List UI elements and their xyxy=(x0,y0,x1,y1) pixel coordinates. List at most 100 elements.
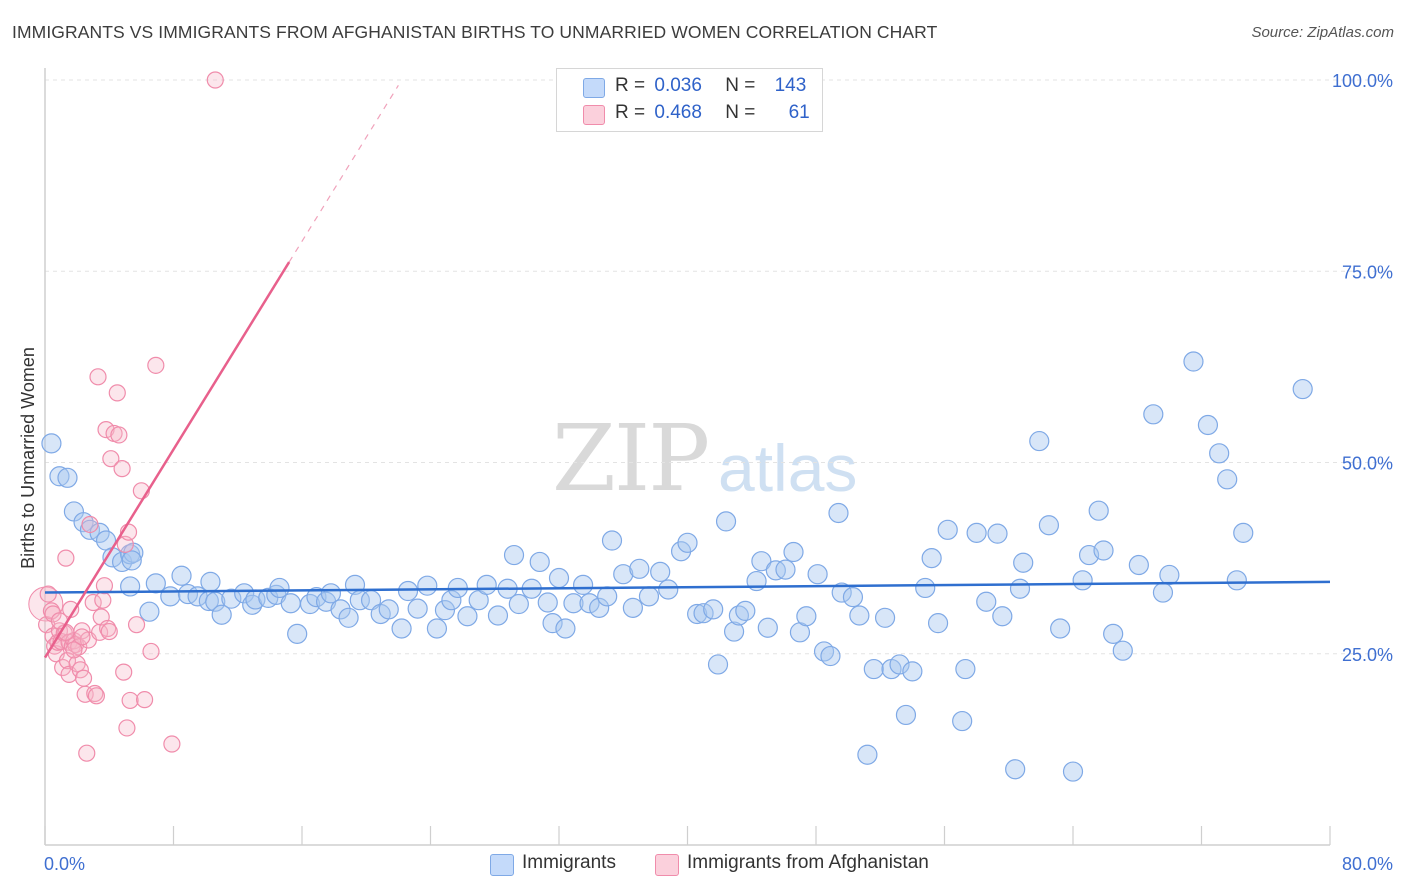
immigrants-point xyxy=(863,658,884,680)
immigrants-point xyxy=(1197,414,1219,436)
immigrants-point xyxy=(378,599,399,620)
immigrants-point xyxy=(796,606,817,627)
afghanistan-point xyxy=(65,641,83,659)
immigrants-point xyxy=(1183,351,1204,372)
immigrants-point xyxy=(658,579,679,600)
immigrants-point xyxy=(1050,618,1071,639)
afghanistan-point xyxy=(57,549,75,567)
immigrants-point xyxy=(121,550,142,571)
immigrants-point xyxy=(139,601,160,622)
immigrants-point xyxy=(537,592,558,613)
immigrants-point xyxy=(597,586,618,607)
immigrants-point xyxy=(1143,404,1164,425)
source-label: Source: ZipAtlas.com xyxy=(1251,24,1394,41)
legend-r-value: 0.036 xyxy=(654,75,702,96)
chart-title: IMMIGRANTS VS IMMIGRANTS FROM AFGHANISTA… xyxy=(12,22,938,42)
x-tick-label: 80.0% xyxy=(1342,854,1393,874)
immigrants-point xyxy=(1038,515,1060,536)
immigrants-point xyxy=(1093,540,1114,561)
afghanistan-point xyxy=(89,368,107,386)
immigrants-point xyxy=(589,597,610,618)
afghanistan-point xyxy=(102,450,120,468)
immigrants-point xyxy=(269,577,290,599)
immigrants-point xyxy=(677,532,698,553)
afghanistan-point xyxy=(121,691,139,710)
immigrants-point xyxy=(751,551,772,572)
afghanistan-point xyxy=(113,460,131,478)
bottom-legend-swatch-immigrants xyxy=(490,854,514,876)
immigrants-point xyxy=(857,744,878,765)
immigrants-point xyxy=(849,605,870,626)
legend-row-afghanistan: R = 0.468 N = 61 xyxy=(615,102,810,124)
afghanistan-points xyxy=(28,71,224,762)
afghanistan-point xyxy=(39,585,57,603)
immigrants-point xyxy=(41,433,62,454)
y-axis-title: Births to Unmarried Women xyxy=(18,347,38,569)
immigrants-point xyxy=(572,574,594,596)
afghanistan-point xyxy=(100,622,118,641)
legend-r-label: R = xyxy=(615,102,646,123)
axis-labels: 25.0% 50.0% 75.0% 100.0% 0.0% 80.0% Births to … xyxy=(18,71,1393,874)
afghanistan-point xyxy=(163,735,181,753)
immigrants-point xyxy=(889,654,910,675)
immigrants-point xyxy=(955,658,976,680)
immigrants-point xyxy=(921,548,942,569)
immigrants-point xyxy=(441,590,462,611)
immigrants-point xyxy=(529,551,550,573)
immigrants-point xyxy=(613,564,634,585)
immigrants-point xyxy=(715,511,737,532)
immigrants-point xyxy=(707,654,729,675)
immigrants-point xyxy=(601,530,623,551)
afghanistan-point xyxy=(95,577,114,595)
legend-n-value: 61 xyxy=(788,102,810,123)
watermark-atlas: atlas xyxy=(718,431,858,505)
immigrants-point xyxy=(200,571,221,592)
afghanistan-point xyxy=(94,591,112,609)
immigrants-point xyxy=(234,583,255,604)
legend-r-label: R = xyxy=(615,75,646,96)
immigrants-point xyxy=(952,710,973,732)
immigrants-point xyxy=(211,604,232,625)
immigrants-point xyxy=(902,661,923,682)
immigrants-point xyxy=(555,618,576,639)
afghanistan-point xyxy=(142,642,160,661)
immigrants-point xyxy=(638,586,660,607)
afghanistan-point xyxy=(147,356,165,374)
immigrants-point xyxy=(895,704,917,726)
immigrants-point xyxy=(807,564,828,585)
immigrants-point xyxy=(287,623,308,644)
immigrants-point xyxy=(160,586,181,607)
immigrants-point xyxy=(426,618,448,639)
bottom-legend-swatch-afghanistan xyxy=(655,854,679,876)
immigrants-point xyxy=(1209,443,1230,464)
immigrants-point xyxy=(735,600,756,622)
immigrants-point xyxy=(966,522,987,543)
y-tick-label: 25.0% xyxy=(1342,645,1393,665)
legend-r-value: 0.468 xyxy=(654,102,702,123)
immigrants-point xyxy=(397,580,419,602)
legend-row-immigrants: R = 0.036 N = 143 xyxy=(615,75,806,97)
immigrants-point xyxy=(687,603,708,625)
immigrants-point xyxy=(1005,759,1026,780)
legend-swatch-afghanistan xyxy=(583,105,605,125)
immigrants-point xyxy=(757,617,778,638)
afghanistan-point xyxy=(115,663,133,681)
immigrants-point xyxy=(976,591,997,612)
immigrants-point xyxy=(992,606,1013,627)
afghanistan-point xyxy=(135,691,154,709)
immigrants-point xyxy=(820,645,841,667)
afghanistan-point xyxy=(206,71,224,89)
immigrants-point xyxy=(1072,570,1093,591)
immigrants-point xyxy=(1009,578,1031,599)
immigrants-point xyxy=(391,618,412,639)
afghanistan-point xyxy=(97,421,115,439)
x-tick-label: 0.0% xyxy=(44,854,85,874)
afghanistan-point xyxy=(70,638,88,656)
afghanistan-point xyxy=(73,628,91,646)
immigrants-point xyxy=(1159,564,1180,586)
immigrants-point xyxy=(828,502,849,524)
bottom-legend-afghanistan: Immigrants from Afghanistan xyxy=(687,852,929,873)
watermark-zip: ZIP xyxy=(552,405,710,512)
immigrants-point xyxy=(1103,623,1124,644)
